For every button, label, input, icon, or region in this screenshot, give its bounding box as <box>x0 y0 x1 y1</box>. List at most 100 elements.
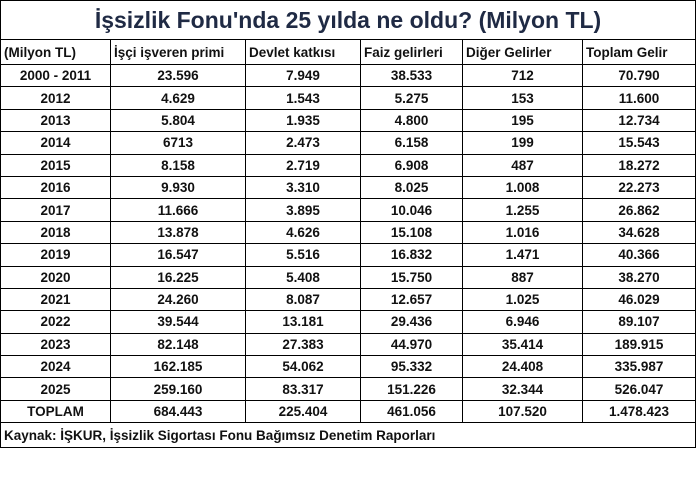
header-cell: Toplam Gelir <box>581 39 696 65</box>
header-cell: İşçi işveren primi <box>110 39 246 65</box>
data-row: 2013 5.804 1.935 4.800 195 12.734 <box>0 108 696 133</box>
value-cell: 95.332 <box>360 355 463 379</box>
value-cell: 32.344 <box>462 377 583 401</box>
data-row: 2019 16.547 5.516 16.832 1.471 40.366 <box>0 243 696 267</box>
row-label: 2020 <box>0 265 111 289</box>
row-label: 2012 <box>0 86 111 110</box>
title: İşsizlik Fonu'nda 25 yılda ne oldu? (Mil… <box>0 0 696 40</box>
data-row: 2023 82.148 27.383 44.970 35.414 189.915 <box>0 332 696 357</box>
data-row: 2022 39.544 13.181 29.436 6.946 89.107 <box>0 310 696 334</box>
value-cell: 526.047 <box>581 377 696 401</box>
row-label: 2018 <box>0 220 111 245</box>
row-label: 2024 <box>0 355 111 379</box>
value-cell: 1.543 <box>245 86 361 110</box>
value-cell: 5.408 <box>245 265 361 289</box>
row-label: 2014 <box>0 131 111 155</box>
value-cell: 5.516 <box>245 243 361 267</box>
table-body: İşsizlik Fonu'nda 25 yılda ne oldu? (Mil… <box>0 0 696 449</box>
value-cell: 83.317 <box>245 377 361 401</box>
value-cell: 9.930 <box>110 175 246 200</box>
value-cell: 1.016 <box>462 220 583 245</box>
value-cell: 40.366 <box>581 243 696 267</box>
fund-table: İşsizlik Fonu'nda 25 yılda ne oldu? (Mil… <box>0 0 696 449</box>
value-cell: 1.935 <box>245 108 361 133</box>
source-row: Kaynak: İŞKUR, İşsizlik Sigortası Fonu B… <box>0 422 696 449</box>
value-cell: 2.719 <box>245 153 361 177</box>
header-cell: Devlet katkısı <box>245 39 361 65</box>
row-label: 2025 <box>0 377 111 401</box>
value-cell: 39.544 <box>110 310 246 334</box>
row-label: 2016 <box>0 175 111 200</box>
value-cell: 1.025 <box>462 287 583 312</box>
value-cell: 6713 <box>110 131 246 155</box>
value-cell: 1.471 <box>462 243 583 267</box>
value-cell: 107.520 <box>462 399 583 424</box>
value-cell: 10.046 <box>360 198 463 222</box>
row-label: 2022 <box>0 310 111 334</box>
value-cell: 46.029 <box>581 287 696 312</box>
value-cell: 34.628 <box>581 220 696 245</box>
value-cell: 11.600 <box>581 86 696 110</box>
value-cell: 16.547 <box>110 243 246 267</box>
value-cell: 162.185 <box>110 355 246 379</box>
value-cell: 12.657 <box>360 287 463 312</box>
value-cell: 335.987 <box>581 355 696 379</box>
value-cell: 16.832 <box>360 243 463 267</box>
value-cell: 12.734 <box>581 108 696 133</box>
value-cell: 29.436 <box>360 310 463 334</box>
header-row: (Milyon TL) İşçi işveren primi Devlet katk… <box>0 39 696 65</box>
value-cell: 13.181 <box>245 310 361 334</box>
value-cell: 82.148 <box>110 332 246 357</box>
value-cell: 6.946 <box>462 310 583 334</box>
value-cell: 2.473 <box>245 131 361 155</box>
data-row: 2016 9.930 3.310 8.025 1.008 22.273 <box>0 175 696 200</box>
row-label: 2021 <box>0 287 111 312</box>
data-row: 2017 11.666 3.895 10.046 1.255 26.862 <box>0 198 696 222</box>
value-cell: 461.056 <box>360 399 463 424</box>
value-cell: 8.025 <box>360 175 463 200</box>
row-label: 2015 <box>0 153 111 177</box>
value-cell: 1.255 <box>462 198 583 222</box>
value-cell: 70.790 <box>581 63 696 88</box>
value-cell: 3.895 <box>245 198 361 222</box>
value-cell: 7.949 <box>245 63 361 88</box>
value-cell: 259.160 <box>110 377 246 401</box>
data-row: 2025 259.160 83.317 151.226 32.344 526.047 <box>0 377 696 401</box>
value-cell: 22.273 <box>581 175 696 200</box>
value-cell: 5.804 <box>110 108 246 133</box>
value-cell: 4.629 <box>110 86 246 110</box>
value-cell: 189.915 <box>581 332 696 357</box>
value-cell: 6.908 <box>360 153 463 177</box>
value-cell: 18.272 <box>581 153 696 177</box>
value-cell: 44.970 <box>360 332 463 357</box>
data-row: 2020 16.225 5.408 15.750 887 38.270 <box>0 265 696 289</box>
data-row: 2018 13.878 4.626 15.108 1.016 34.628 <box>0 220 696 245</box>
row-label: 2023 <box>0 332 111 357</box>
header-cell: (Milyon TL) <box>0 39 111 65</box>
value-cell: 38.270 <box>581 265 696 289</box>
value-cell: 199 <box>462 131 583 155</box>
header-cell: Faiz gelirleri <box>360 39 463 65</box>
value-cell: 89.107 <box>581 310 696 334</box>
value-cell: 23.596 <box>110 63 246 88</box>
value-cell: 38.533 <box>360 63 463 88</box>
value-cell: 487 <box>462 153 583 177</box>
value-cell: 15.543 <box>581 131 696 155</box>
value-cell: 15.750 <box>360 265 463 289</box>
row-label: 2017 <box>0 198 111 222</box>
source: Kaynak: İŞKUR, İşsizlik Sigortası Fonu B… <box>0 422 696 449</box>
value-cell: 6.158 <box>360 131 463 155</box>
value-cell: 13.878 <box>110 220 246 245</box>
row-label: 2000 - 2011 <box>0 63 111 88</box>
value-cell: 3.310 <box>245 175 361 200</box>
value-cell: 26.862 <box>581 198 696 222</box>
data-row: 2015 8.158 2.719 6.908 487 18.272 <box>0 153 696 177</box>
value-cell: 8.087 <box>245 287 361 312</box>
value-cell: 27.383 <box>245 332 361 357</box>
value-cell: 15.108 <box>360 220 463 245</box>
value-cell: 195 <box>462 108 583 133</box>
data-row: 2021 24.260 8.087 12.657 1.025 46.029 <box>0 287 696 312</box>
row-label: 2013 <box>0 108 111 133</box>
data-row: 2024 162.185 54.062 95.332 24.408 335.987 <box>0 355 696 379</box>
header-cell: Diğer Gelirler <box>462 39 583 65</box>
